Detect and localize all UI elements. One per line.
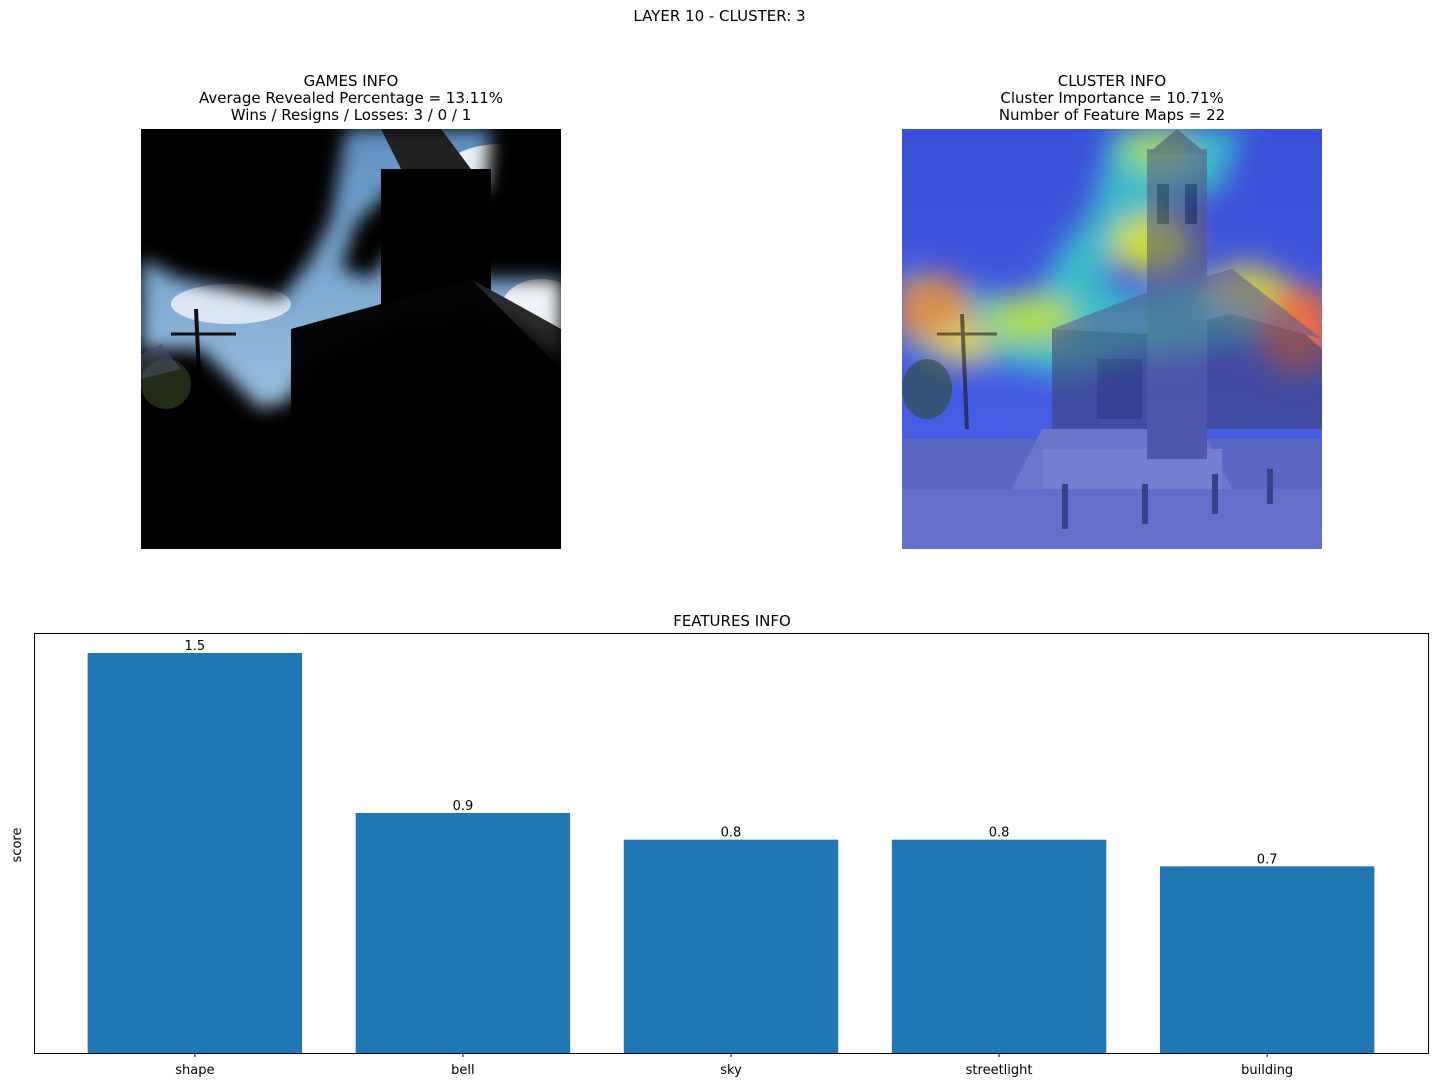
- bar-value-label: 0.9: [453, 799, 474, 814]
- games-info-title: GAMES INFO: [303, 72, 399, 90]
- bar-bell: [355, 813, 571, 1053]
- bar-sky: [623, 839, 839, 1053]
- bar-building: [1159, 866, 1375, 1053]
- cluster-heatmap-image: [902, 129, 1322, 549]
- cluster-info-importance: Cluster Importance = 10.71%: [1000, 89, 1224, 107]
- bar-value-label: 0.7: [1257, 852, 1278, 867]
- figure-title: LAYER 10 - CLUSTER: 3: [633, 7, 806, 25]
- bar-shape: [87, 653, 303, 1053]
- x-tick-label: streetlight: [966, 1063, 1033, 1078]
- bars-group: [87, 653, 1375, 1053]
- x-tick-label: shape: [175, 1063, 214, 1078]
- x-tick-label: sky: [720, 1063, 742, 1078]
- x-tick-label: building: [1241, 1063, 1293, 1078]
- x-axis-ticks: shape bell sky streetlight building: [175, 1053, 1293, 1078]
- games-info-title-block: GAMES INFO Average Revealed Percentage =…: [101, 73, 601, 124]
- bar-value-label: 0.8: [721, 826, 742, 841]
- value-labels-group: 1.5 0.9 0.8 0.8 0.7: [185, 639, 1278, 867]
- games-info-results: Wins / Resigns / Losses: 3 / 0 / 1: [230, 106, 472, 124]
- y-axis-label: score: [10, 828, 25, 863]
- bar-value-label: 0.8: [989, 826, 1010, 841]
- revealed-image: [141, 129, 561, 549]
- cluster-info-feature-maps: Number of Feature Maps = 22: [998, 106, 1226, 124]
- bar-value-label: 1.5: [185, 639, 206, 654]
- bar-streetlight: [891, 839, 1107, 1053]
- games-info-revealed-percentage: Average Revealed Percentage = 13.11%: [198, 89, 503, 107]
- x-tick-label: bell: [451, 1063, 474, 1078]
- chart-title: FEATURES INFO: [673, 612, 791, 630]
- cluster-info-title-block: CLUSTER INFO Cluster Importance = 10.71%…: [862, 73, 1362, 124]
- cluster-info-title: CLUSTER INFO: [1057, 72, 1167, 90]
- plot-area-frame: [34, 633, 1429, 1054]
